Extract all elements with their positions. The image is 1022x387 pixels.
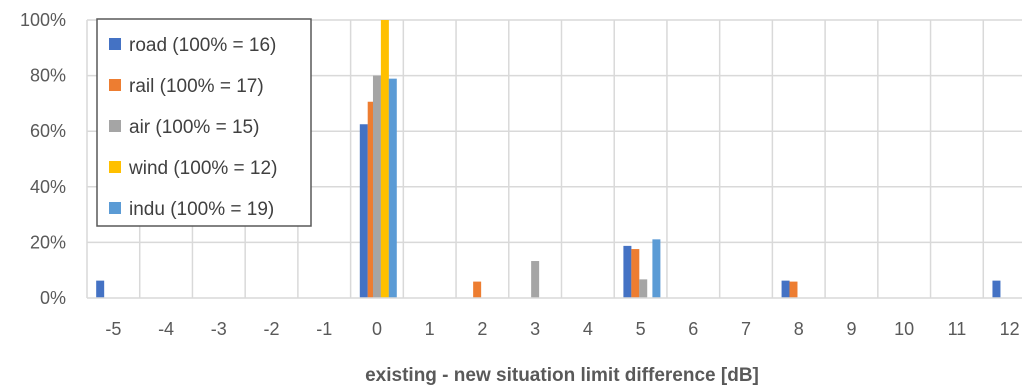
bar-rail-3 [789, 281, 798, 298]
x-tick-label: 3 [530, 319, 540, 339]
legend-label: indu (100% = 19) [129, 199, 274, 220]
x-tick-label: 4 [583, 319, 593, 339]
bar-road-4 [992, 280, 1001, 298]
legend-swatch [109, 161, 121, 173]
gridlines [86, 19, 1022, 298]
bar-rail-0 [367, 101, 376, 299]
bar-air-0 [372, 75, 381, 298]
bar-road-1 [359, 124, 368, 298]
x-tick-label: 12 [1000, 319, 1020, 339]
legend-swatch [109, 202, 121, 214]
x-tick-label: 5 [636, 319, 646, 339]
y-tick-label: 80% [30, 66, 66, 86]
x-tick-label: -3 [211, 319, 227, 339]
bar-road-0 [96, 280, 105, 298]
bar-wind-0 [380, 20, 389, 298]
x-tick-label: 2 [477, 319, 487, 339]
x-axis-label: existing - new situation limit differenc… [365, 365, 759, 386]
x-tick-label: 11 [948, 319, 967, 339]
legend-box [96, 18, 312, 227]
x-tick-label: 6 [688, 319, 698, 339]
bar-indu-1 [652, 239, 661, 298]
legend-label: wind (100% = 12) [128, 158, 277, 179]
x-tick-label: 1 [425, 319, 435, 339]
y-tick-label: 40% [30, 177, 66, 197]
bar-rail-1 [473, 281, 482, 298]
x-tick-label: 0 [372, 319, 382, 339]
legend-label: air (100% = 15) [129, 117, 259, 138]
x-tick-label: 7 [741, 319, 751, 339]
legend-label: road (100% = 16) [129, 35, 276, 56]
x-tick-label: -5 [105, 319, 121, 339]
y-tick-label: 100% [20, 10, 66, 30]
x-tick-label: 9 [846, 319, 856, 339]
bar-indu-0 [388, 78, 397, 299]
legend-swatch [109, 120, 121, 132]
x-tick-label: -2 [264, 319, 280, 339]
bar-rail-2 [631, 249, 640, 298]
y-tick-label: 0% [40, 288, 66, 308]
y-tick-label: 20% [30, 232, 66, 252]
x-tick-label: -4 [158, 319, 174, 339]
bar-air-1 [531, 261, 540, 298]
legend-swatch [109, 38, 121, 50]
x-axis-ticks: -5 -4 -3 -2 -1 0 1 2 3 4 5 6 7 8 9 10 11 12 [105, 319, 1019, 339]
y-axis-ticks: 0% 20% 40% 60% 80% 100% [20, 10, 66, 308]
y-tick-label: 60% [30, 121, 66, 141]
bar-road-3 [781, 280, 790, 298]
x-tick-label: 10 [894, 319, 914, 339]
x-tick-label: -1 [316, 319, 332, 339]
bars [96, 20, 1001, 299]
x-tick-label: 8 [794, 319, 804, 339]
legend-label: rail (100% = 17) [129, 76, 264, 97]
legend: road (100% = 16) rail (100% = 17) air (100… [96, 18, 312, 227]
legend-swatch [109, 79, 121, 91]
bar-road-2 [623, 245, 632, 298]
bar-air-2 [639, 279, 648, 298]
